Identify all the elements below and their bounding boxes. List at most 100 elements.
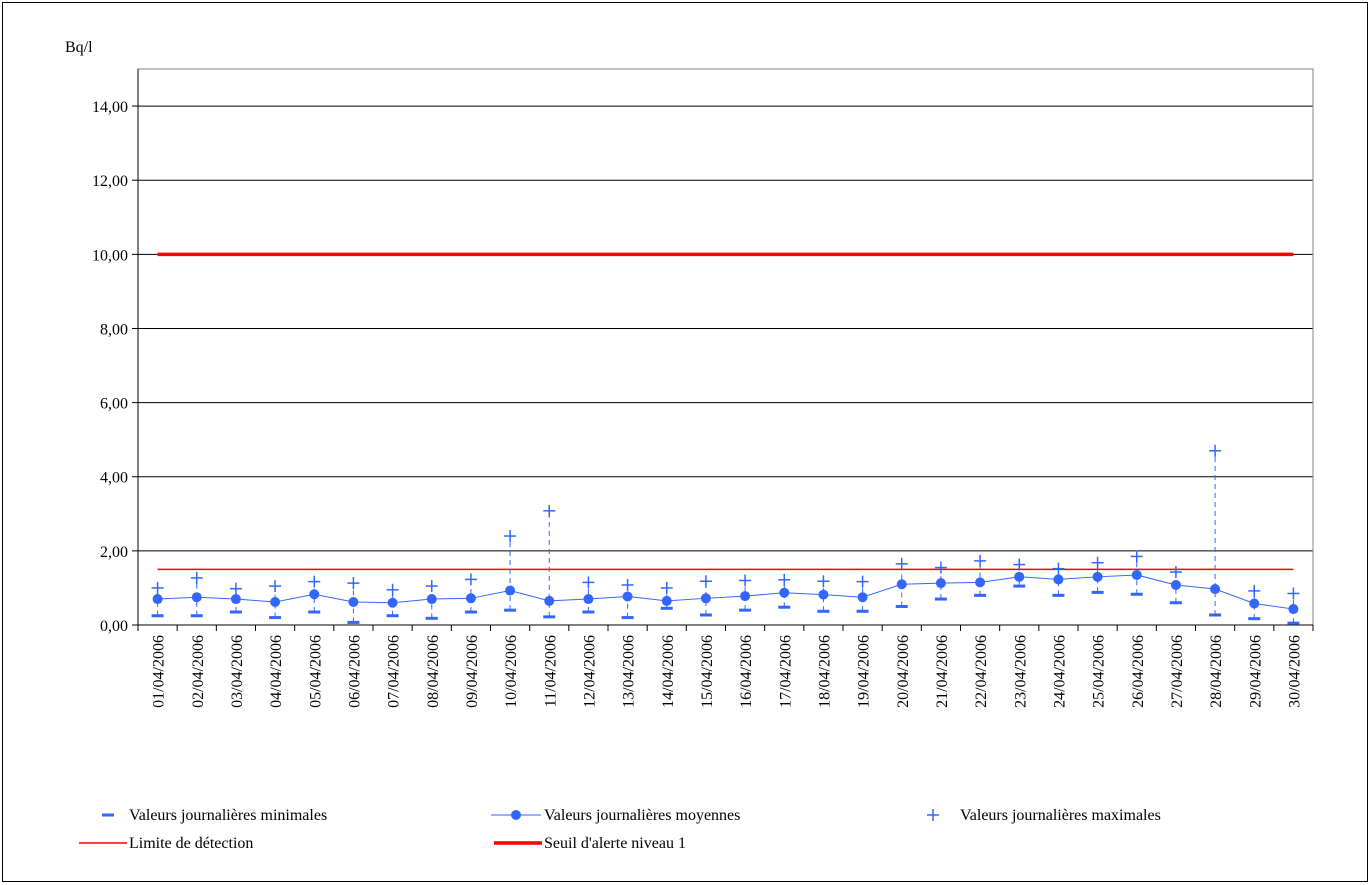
mean-point [975,577,986,588]
max-point [895,557,908,570]
min-point [151,614,164,618]
y-tick-label: 14,00 [92,99,128,116]
min-point [895,604,908,608]
min-point [386,614,399,618]
mean-point [583,594,594,605]
y-tick-label: 0,00 [100,618,128,635]
mean-point [387,597,398,608]
max-point [778,573,791,586]
max-point [974,554,987,567]
mean-point [700,593,711,604]
y-tick-labels: 0,00 2,00 4,00 6,00 8,00 10,00 12,00 14,00 [92,99,128,635]
max-point [1169,565,1182,578]
max-point [660,581,673,594]
max-point [739,574,752,587]
mean-point [191,592,202,603]
min-point [425,616,438,620]
max-point [934,561,947,574]
max-point [621,578,634,591]
mean-point [465,593,476,604]
x-tick-label: 04/04/2006 [268,635,285,708]
y-tick-label: 6,00 [100,396,128,413]
x-tick-label: 22/04/2006 [973,635,990,708]
x-tick-label: 18/04/2006 [816,635,833,708]
max-point [425,580,438,593]
y-tick-label: 8,00 [100,321,128,338]
x-tick-label: 19/04/2006 [856,635,873,708]
x-tick-label: 05/04/2006 [307,635,324,708]
x-tick-label: 11/04/2006 [542,635,559,707]
x-tick-label: 21/04/2006 [934,635,951,708]
max-point [504,530,517,543]
mean-point [152,594,163,605]
y-tick-label: 4,00 [100,470,128,487]
x-tick-label: 14/04/2006 [660,635,677,708]
min-point [347,620,360,624]
mean-series [152,569,1299,615]
mean-point [857,592,868,603]
min-point [504,608,517,612]
legend-max-marker [927,809,939,821]
x-tick-label: 08/04/2006 [425,635,442,708]
mean-point [348,597,359,608]
mean-point [1249,598,1260,609]
max-point [190,571,203,584]
threshold-lines [157,252,1294,571]
x-tick-label: 10/04/2006 [503,635,520,708]
mean-point [1131,569,1142,580]
mean-point [230,594,241,605]
legend-max-label: Valeurs journalières maximales [960,807,1161,824]
mean-point [935,578,946,589]
x-tick-label: 17/04/2006 [777,635,794,708]
mean-point [1092,571,1103,582]
x-tick-label: 07/04/2006 [386,635,403,708]
max-point [1287,587,1300,600]
mean-point [270,597,281,608]
mean-point [544,595,555,606]
min-point [308,610,321,614]
x-tick-label: 06/04/2006 [346,635,363,708]
x-tick-label: 29/04/2006 [1247,635,1264,708]
x-tick-labels: 01/04/2006 02/04/2006 03/04/2006 04/04/2006… [151,635,1304,708]
mean-point [1210,584,1221,595]
x-tick-label: 12/04/2006 [581,635,598,708]
y-tick-label: 10,00 [92,247,128,264]
y-tick-label: 12,00 [92,173,128,190]
mean-point [661,595,672,606]
min-point [699,613,712,617]
axes [132,69,1314,631]
x-tick-label: 24/04/2006 [1051,635,1068,708]
min-point [1248,617,1261,621]
mean-point [1014,571,1025,582]
x-tick-label: 03/04/2006 [229,635,246,708]
x-tick-label: 02/04/2006 [190,635,207,708]
max-point [1130,550,1143,563]
max-point [856,575,869,588]
min-point [1287,621,1300,625]
min-point [582,610,595,614]
max-point [386,583,399,596]
x-tick-label: 27/04/2006 [1169,635,1186,708]
x-tick-label: 23/04/2006 [1012,635,1029,708]
min-point [856,609,869,613]
max-point [1052,562,1065,575]
legend-min-marker [102,813,114,817]
max-point [582,576,595,589]
mean-point [818,589,829,600]
min-point [1169,601,1182,605]
mean-point [426,594,437,605]
min-point [778,605,791,609]
legend-alert-label: Seuil d'alerte niveau 1 [544,835,686,852]
max-point [817,575,830,588]
legend-mean-marker [511,810,521,820]
y-tick-label: 2,00 [100,544,128,561]
max-point [229,582,242,595]
max-point [151,581,164,594]
min-point [934,597,947,601]
max-point [308,575,321,588]
mean-point [505,585,516,596]
legend-min-label: Valeurs journalières minimales [129,807,327,824]
mean-point [779,587,790,598]
min-point [1130,592,1143,596]
